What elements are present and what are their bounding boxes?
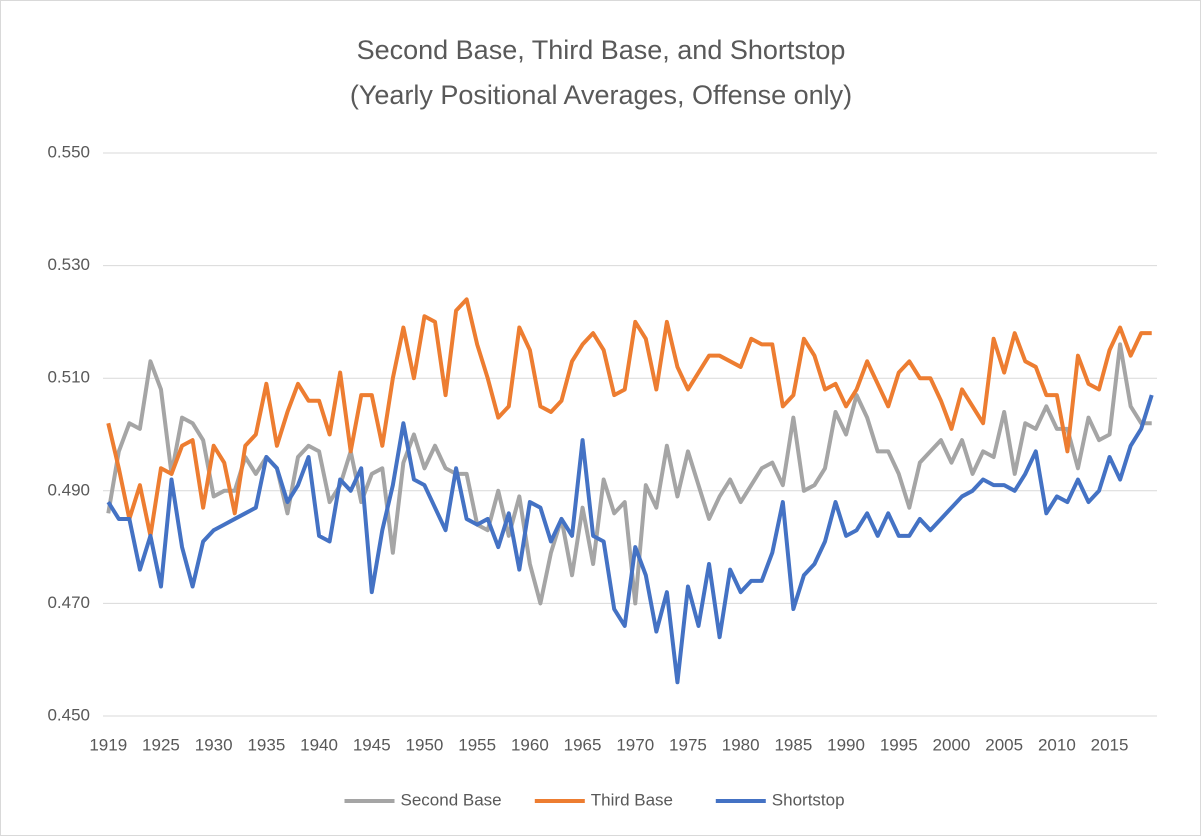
legend-label: Second Base [401, 790, 502, 809]
chart-subtitle: (Yearly Positional Averages, Offense onl… [350, 80, 852, 110]
y-tick-label: 0.530 [47, 255, 90, 274]
x-tick-label: 1960 [511, 735, 549, 754]
x-tick-label: 1995 [880, 735, 918, 754]
legend-label: Third Base [591, 790, 673, 809]
y-tick-label: 0.450 [47, 705, 90, 724]
x-tick-label: 1985 [774, 735, 812, 754]
x-tick-label: 2015 [1091, 735, 1129, 754]
x-tick-label: 1965 [564, 735, 602, 754]
x-tick-label: 2000 [933, 735, 971, 754]
data-line [106, 394, 1154, 685]
y-tick-label: 0.490 [47, 480, 90, 499]
x-tick-label: 1955 [458, 735, 496, 754]
x-tick-label: 1975 [669, 735, 707, 754]
legend-label: Shortstop [772, 790, 845, 809]
x-tick-label: 1980 [722, 735, 760, 754]
x-tick-label: 2005 [985, 735, 1023, 754]
x-tick-label: 1930 [195, 735, 233, 754]
x-tick-label: 1940 [300, 735, 338, 754]
x-tick-label: 1970 [616, 735, 654, 754]
x-tick-label: 1919 [89, 735, 127, 754]
y-tick-label: 0.470 [47, 593, 90, 612]
x-tick-label: 2010 [1038, 735, 1076, 754]
x-tick-label: 1950 [406, 735, 444, 754]
x-tick-label: 1945 [353, 735, 391, 754]
x-tick-label: 1935 [247, 735, 285, 754]
y-tick-label: 0.510 [47, 368, 90, 387]
x-tick-label: 1925 [142, 735, 180, 754]
chart-title: Second Base, Third Base, and Shortstop [357, 35, 846, 65]
y-tick-label: 0.550 [47, 142, 90, 161]
x-tick-label: 1990 [827, 735, 865, 754]
data-line [106, 297, 1152, 538]
